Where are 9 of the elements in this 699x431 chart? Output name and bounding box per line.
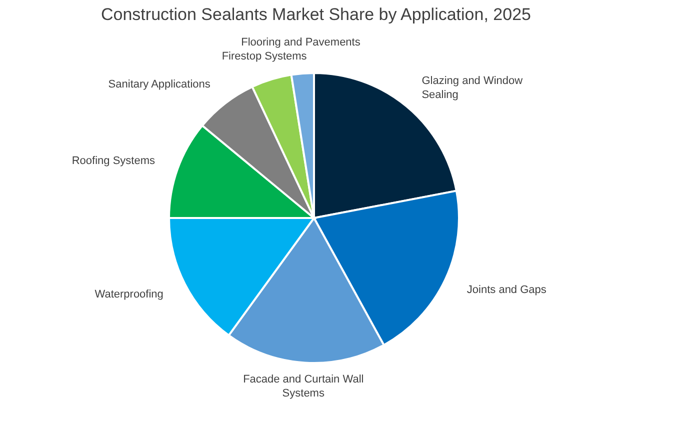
slice-label: Facade and Curtain Wall Systems [243,374,364,400]
slice-label: Glazing and Window Sealing [422,74,523,101]
slice-label: Waterproofing [94,288,164,301]
slice-label: Flooring and Pavements [241,36,361,48]
slice-label: Joints and Gaps [466,284,547,296]
chart-title: Construction Sealants Market Share by Application, 2025 [101,5,531,24]
slice-label: Roofing Systems [72,154,156,167]
slice-label: Sanitary Applications [108,78,211,90]
slice-label: Firestop Systems [222,50,308,62]
